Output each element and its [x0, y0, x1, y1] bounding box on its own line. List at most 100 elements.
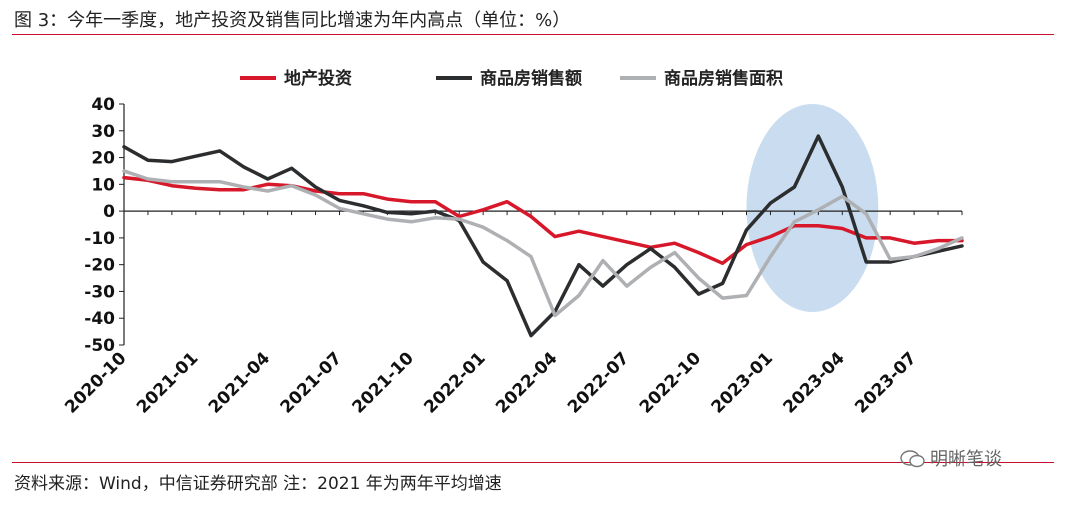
series-3-point [218, 180, 221, 183]
series-1-point [936, 239, 940, 242]
series-3-point [912, 255, 916, 258]
series-2-point [434, 209, 437, 213]
series-1-point [505, 200, 509, 203]
series-2-point [793, 185, 796, 189]
series-1-point [481, 208, 485, 211]
series-2-point [386, 211, 389, 214]
series-3-point [841, 195, 844, 198]
series-2-point [529, 334, 533, 337]
series-1-point [697, 251, 700, 254]
series-3-point [769, 255, 772, 258]
series-3-point [865, 212, 868, 215]
series-1-point [601, 235, 605, 238]
series-2-point [960, 244, 964, 248]
series-2-point [601, 284, 605, 288]
y-tick-label: -40 [84, 309, 115, 329]
series-1-point [865, 236, 868, 240]
series-2-point [936, 250, 940, 253]
y-tick-label: -20 [84, 256, 115, 276]
series-1-point [745, 243, 748, 246]
series-2-point [338, 199, 341, 202]
series-1-point [529, 215, 533, 218]
series-1-point [410, 200, 413, 203]
series-3-point [625, 284, 628, 288]
series-2-point [290, 167, 293, 170]
source-note: 资料来源：Wind，中信证券研究部 注：2021 年为两年平均增速 [14, 474, 502, 494]
x-tick-label: 2021-04 [205, 348, 274, 417]
series-1-point [242, 188, 245, 191]
legend-label: 地产投资 [284, 68, 352, 89]
series-2-point [146, 159, 150, 162]
series-3-point [170, 180, 174, 183]
y-tick-label: 20 [91, 149, 115, 169]
series-1-point [721, 262, 724, 265]
series-3-point [410, 220, 413, 224]
series-3-point [266, 189, 269, 193]
x-tick-label: 2021-10 [349, 348, 418, 417]
x-tick-label: 2023-04 [780, 348, 849, 417]
series-3-point [314, 193, 317, 197]
series-3-point [194, 180, 198, 183]
series-1-point [912, 242, 916, 245]
series-2-point [745, 228, 748, 232]
series-3-point [553, 314, 557, 317]
series-2-point [194, 155, 198, 158]
series-2-point [577, 263, 581, 266]
x-tick-label: 2023-07 [851, 348, 920, 417]
y-tick-label: 0 [103, 202, 115, 222]
series-1-point [194, 187, 198, 190]
series-2-point [649, 247, 652, 250]
series-3-point [721, 296, 724, 300]
x-tick-label: 2022-10 [636, 348, 705, 417]
series-3-point [793, 220, 796, 224]
series-2-point [218, 149, 221, 153]
highlight-ellipse [746, 104, 879, 312]
series-3-point [936, 247, 940, 250]
series-1-point [577, 229, 581, 233]
x-tick-label: 2021-07 [277, 348, 346, 417]
y-tick-label: -10 [84, 229, 115, 249]
series-2-point [697, 292, 700, 296]
series-2-point [505, 279, 509, 282]
x-tick-label: 2020-10 [61, 348, 130, 417]
series-2-point [817, 134, 820, 138]
series-2-point [673, 266, 676, 269]
series-2-point [865, 260, 868, 264]
chat-bubble-icon [900, 450, 925, 468]
series-2-point [266, 177, 269, 181]
series-2-point [314, 185, 317, 189]
series-2-point [721, 282, 724, 285]
series-1-point [841, 227, 844, 230]
series-2-point [362, 204, 365, 207]
legend-label: 商品房销售额 [480, 68, 582, 89]
series-3-point [601, 259, 605, 262]
title-divider [12, 34, 1054, 35]
x-tick-label: 2022-07 [564, 348, 633, 417]
series-3-point [745, 294, 748, 297]
series-3-point [434, 216, 437, 220]
series-1-point [625, 240, 628, 244]
series-1-point [338, 192, 341, 195]
series-1-point [170, 184, 174, 187]
y-tick-label: 10 [91, 175, 115, 195]
x-tick-label: 2021-01 [133, 348, 202, 417]
series-2-point [242, 165, 245, 169]
y-tick-label: 40 [91, 95, 115, 115]
series-line-3 [122, 169, 964, 318]
series-1-point [553, 235, 557, 238]
footer-divider [12, 462, 1054, 463]
x-tick-label: 2022-04 [492, 348, 561, 417]
series-line-1 [122, 175, 964, 266]
watermark: 明晰笔谈 [900, 445, 1002, 471]
series-2-point [888, 260, 892, 264]
series-1-point [769, 235, 772, 238]
y-tick-label: -50 [84, 336, 115, 356]
series-1-point [673, 242, 676, 245]
series-3-point [122, 169, 126, 173]
series-3-point [242, 185, 245, 189]
series-3-point [673, 251, 676, 254]
series-3-point [338, 207, 341, 210]
series-3-point [888, 258, 892, 261]
series-2-point [625, 263, 628, 266]
